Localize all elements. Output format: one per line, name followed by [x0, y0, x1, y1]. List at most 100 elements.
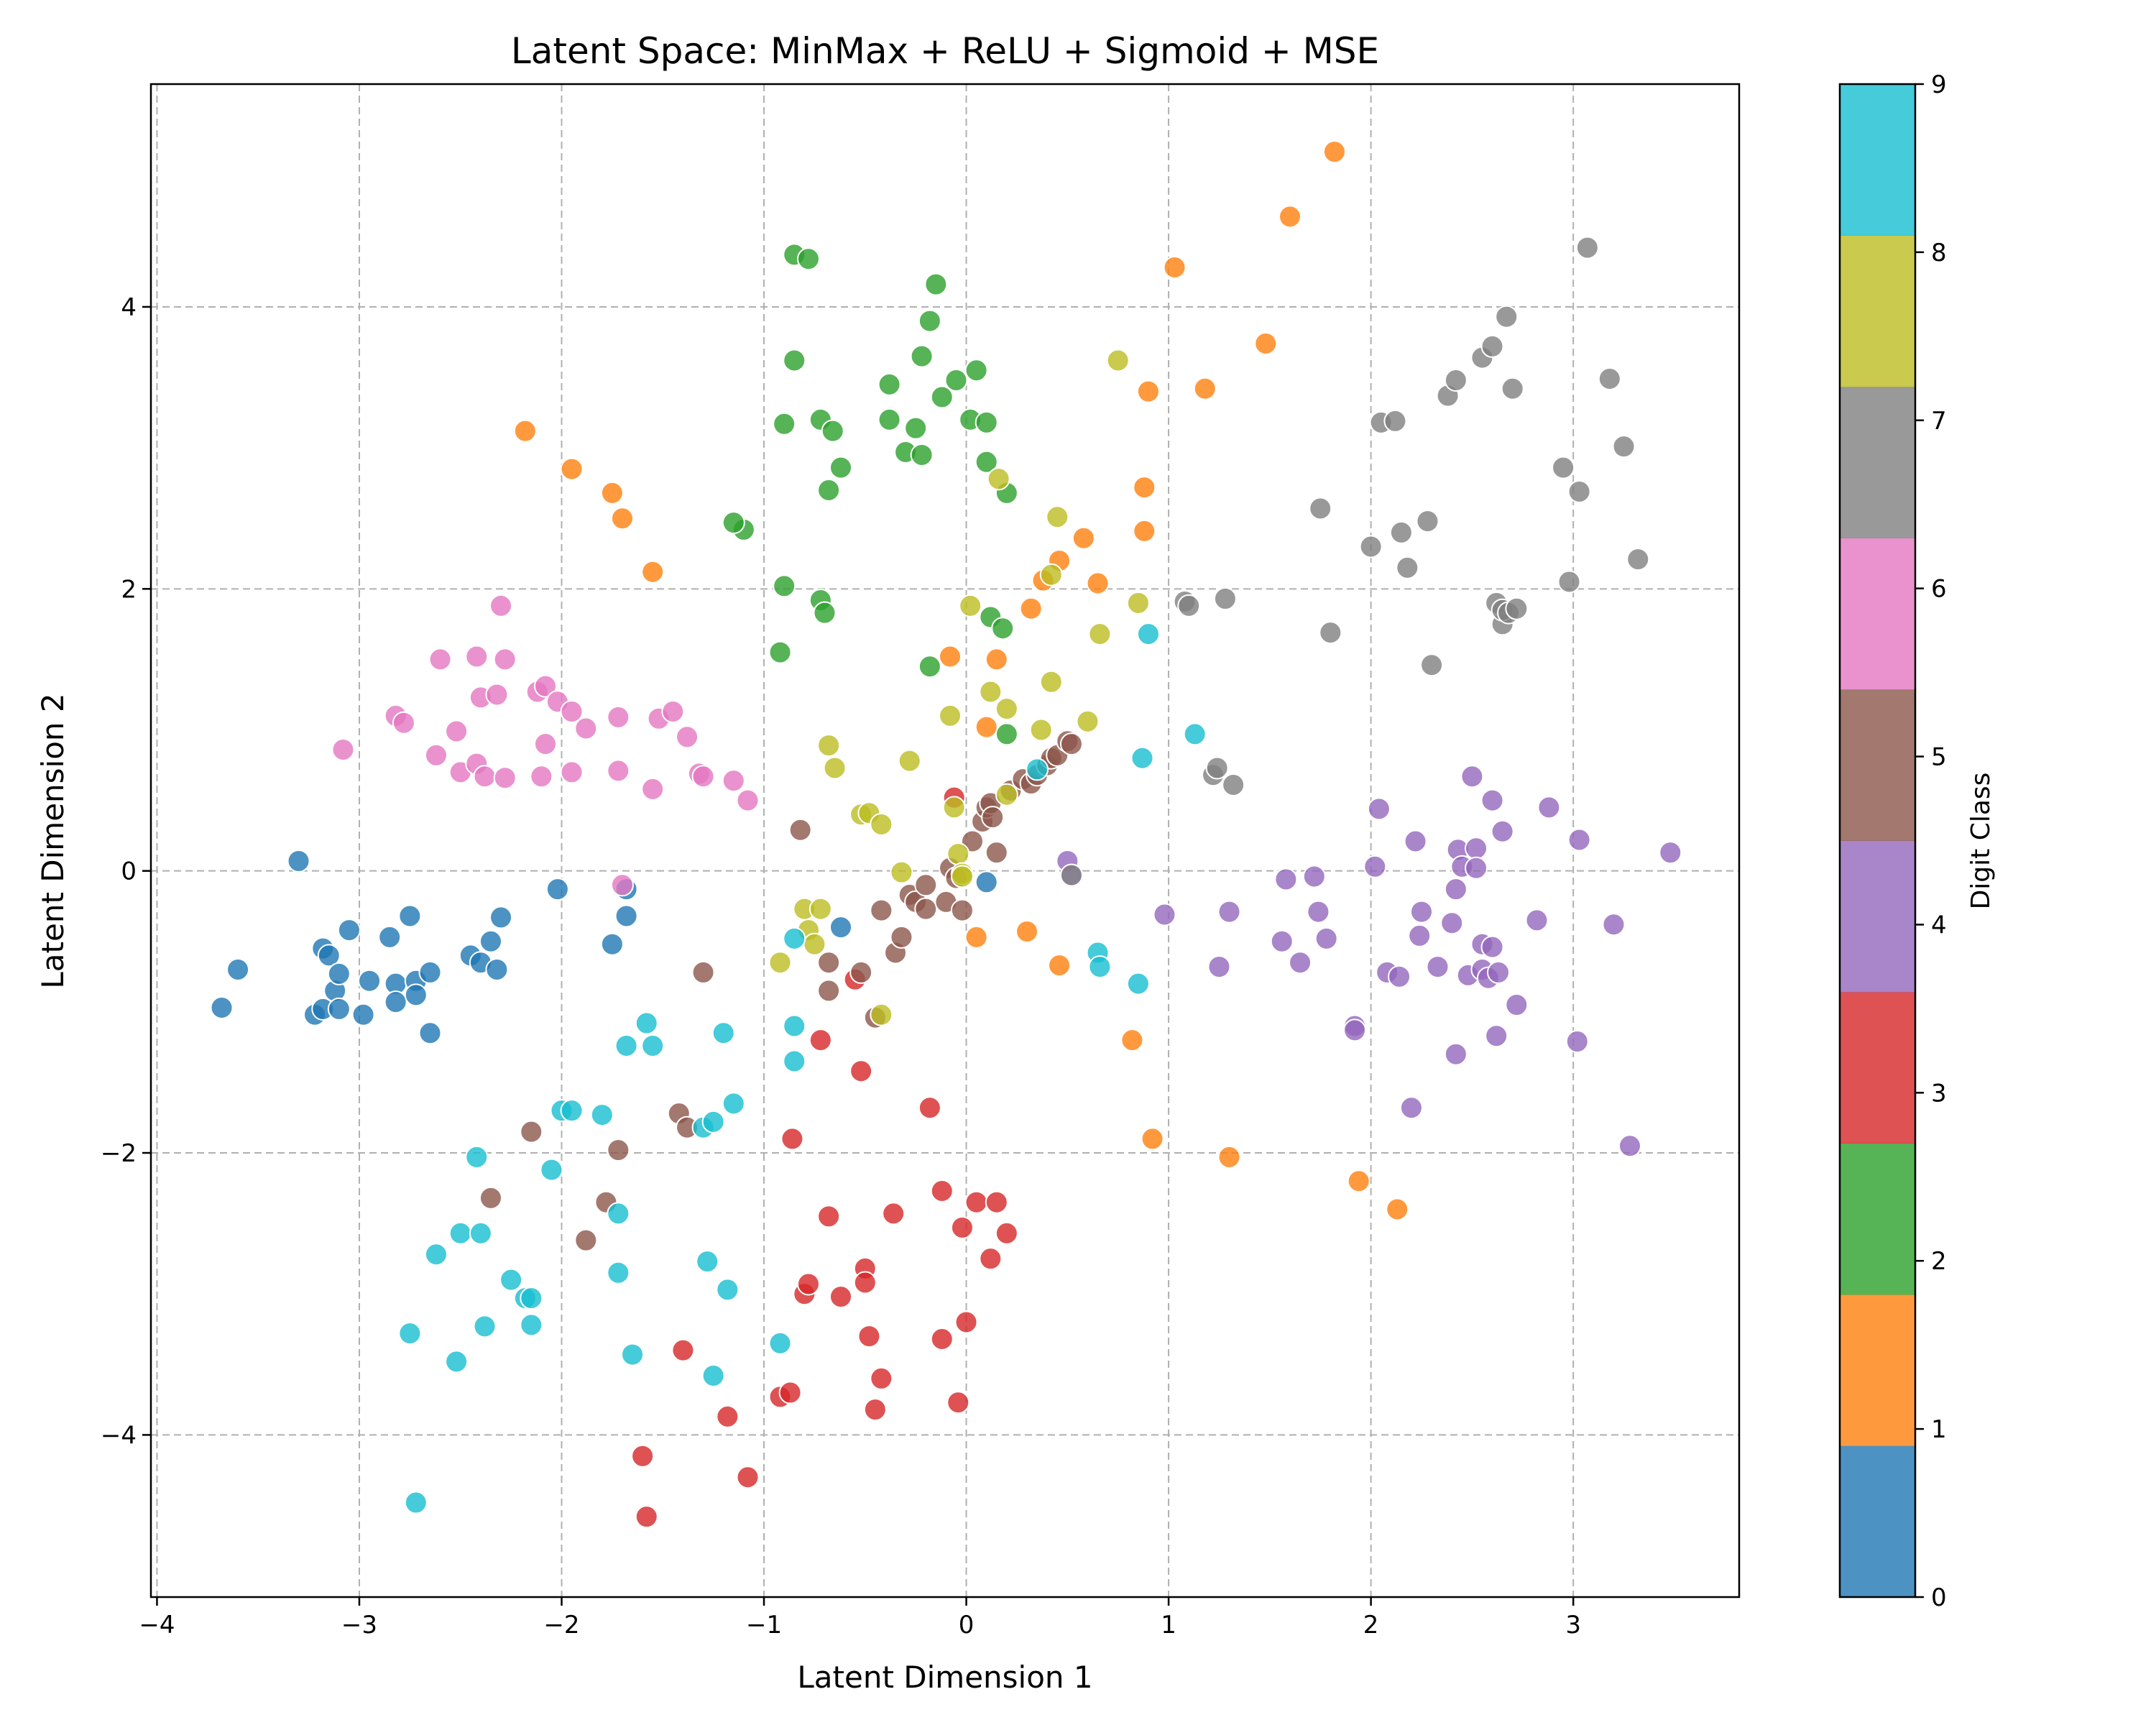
data-point — [520, 1287, 543, 1310]
data-point — [398, 904, 422, 928]
data-point — [991, 617, 1015, 640]
data-point — [1525, 908, 1549, 932]
x-axis: −4 −3 −2 −1 0 1 2 3 — [139, 1597, 1581, 1639]
data-point — [418, 1021, 442, 1045]
data-point — [520, 1313, 543, 1337]
colorbar-tick-label: 6 — [1931, 575, 1947, 604]
data-point — [691, 765, 715, 788]
data-point — [1575, 236, 1599, 259]
data-point — [890, 925, 913, 949]
data-point — [857, 1325, 881, 1348]
data-point — [1193, 377, 1217, 400]
data-point — [1133, 476, 1156, 500]
data-point — [1363, 855, 1387, 878]
data-point — [808, 897, 832, 921]
data-point — [1136, 622, 1160, 646]
data-point — [930, 385, 954, 409]
plot-frame — [149, 83, 1741, 1598]
data-point — [849, 1059, 873, 1083]
y-axis-label: Latent Dimension 2 — [35, 693, 70, 988]
data-point — [600, 932, 624, 956]
colorbar-segment — [1840, 538, 1915, 690]
data-point — [985, 648, 1008, 671]
data-point — [1347, 1169, 1370, 1193]
data-point — [829, 916, 853, 939]
data-point — [1552, 456, 1575, 479]
data-point — [768, 640, 792, 664]
data-point — [987, 467, 1010, 491]
colorbar-segment — [1840, 84, 1915, 236]
colorbar-tick-label: 0 — [1931, 1583, 1947, 1612]
data-point — [560, 457, 584, 481]
data-point — [473, 765, 497, 788]
data-point — [351, 1003, 375, 1026]
data-point — [1072, 526, 1095, 550]
data-point — [904, 416, 928, 440]
data-point — [930, 1327, 954, 1351]
data-point — [1359, 535, 1383, 558]
data-point — [1659, 841, 1682, 865]
data-point — [635, 1505, 658, 1529]
data-point — [560, 1099, 584, 1123]
data-point — [1106, 349, 1130, 372]
data-point — [918, 1096, 941, 1120]
data-point — [210, 995, 234, 1019]
data-point — [1141, 1127, 1164, 1151]
data-point — [590, 1103, 614, 1127]
data-point — [1309, 497, 1332, 520]
data-point — [1217, 1145, 1241, 1169]
data-point — [1486, 960, 1510, 984]
colorbar-label: Digit Class — [1966, 773, 1996, 910]
data-point — [560, 760, 584, 784]
data-point — [1465, 856, 1488, 880]
data-point — [1602, 913, 1626, 937]
data-point — [1501, 377, 1524, 400]
data-point — [398, 1322, 422, 1346]
data-point — [392, 711, 415, 735]
data-point — [701, 1110, 725, 1133]
data-point — [1136, 380, 1160, 403]
data-point — [946, 842, 970, 866]
series-class-0 — [210, 849, 998, 1045]
data-point — [829, 456, 853, 479]
data-point — [337, 919, 361, 942]
data-point — [890, 860, 913, 884]
data-point — [964, 359, 988, 382]
colorbar-tick-label: 9 — [1931, 70, 1947, 99]
data-point — [1444, 1042, 1468, 1066]
data-point — [479, 929, 502, 953]
data-point — [520, 1120, 543, 1144]
data-point — [331, 737, 355, 761]
data-point — [796, 247, 820, 271]
data-point — [1383, 409, 1407, 433]
y-tick-label: −2 — [101, 1139, 137, 1168]
data-point — [1302, 865, 1326, 888]
data-point — [736, 1466, 760, 1489]
data-point — [783, 349, 806, 372]
data-point — [796, 1272, 820, 1296]
data-point — [1270, 929, 1294, 953]
data-point — [995, 1221, 1018, 1245]
colorbar-frame — [1838, 83, 1917, 1598]
data-point — [877, 372, 901, 396]
data-point — [545, 878, 569, 901]
data-point — [424, 1243, 448, 1266]
data-point — [1367, 797, 1391, 821]
data-point — [1480, 788, 1504, 812]
data-point — [1389, 520, 1413, 544]
series-class-4 — [1056, 765, 1682, 1158]
data-point — [533, 732, 557, 756]
data-point — [607, 759, 630, 783]
data-point — [1039, 563, 1063, 586]
data-point — [1444, 368, 1468, 392]
data-point — [418, 960, 442, 984]
data-point — [910, 344, 934, 368]
data-point — [979, 1247, 1003, 1271]
data-point — [1460, 765, 1484, 788]
data-point — [445, 719, 469, 743]
data-point — [1567, 828, 1591, 852]
data-point — [676, 725, 699, 749]
data-point — [1019, 597, 1043, 620]
colorbar-segment — [1840, 235, 1915, 387]
data-point — [910, 443, 934, 466]
